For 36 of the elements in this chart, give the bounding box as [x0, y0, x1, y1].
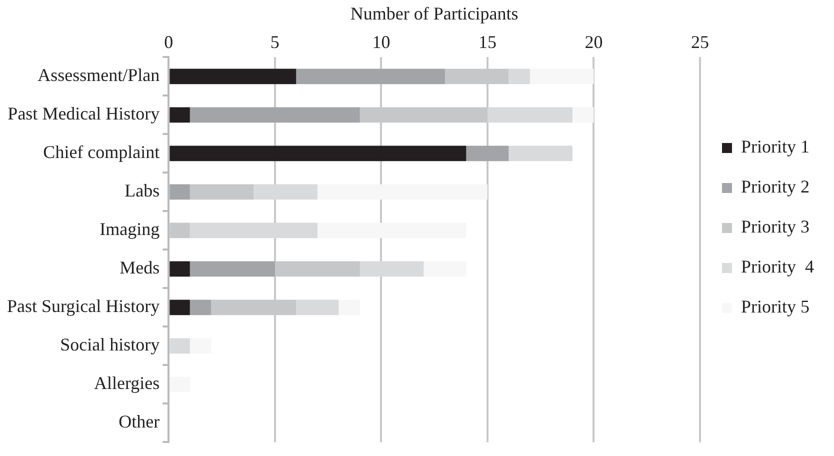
bar — [190, 261, 275, 277]
y-tick-label: Imaging — [100, 219, 160, 240]
legend-label: Priority 4 — [741, 256, 814, 277]
y-tick-label: Past Medical History — [8, 104, 160, 124]
y-tick-label: Meds — [120, 258, 160, 278]
x-tick-label: 25 — [691, 32, 709, 52]
y-tick-label: Past Surgical History — [6, 296, 160, 316]
bar — [508, 146, 572, 162]
bar — [190, 184, 254, 200]
y-tick-label: Chief complaint — [43, 142, 160, 162]
legend-label: Priority 1 — [741, 136, 810, 157]
x-tick-label: 20 — [584, 32, 603, 52]
y-tick-label: Allergies — [94, 373, 160, 394]
legend-label: Priority 5 — [741, 296, 810, 317]
legend-label: Priority 3 — [741, 216, 810, 237]
x-tick-label: 0 — [164, 32, 174, 52]
bar — [170, 68, 296, 84]
bar — [296, 68, 445, 84]
legend-label: Priority 2 — [741, 176, 810, 197]
bar — [190, 107, 360, 123]
bar — [170, 300, 190, 316]
bar — [190, 300, 212, 316]
y-tick-label: Social history — [60, 334, 160, 355]
x-tick-label: 10 — [372, 32, 390, 52]
bar — [170, 222, 190, 238]
bar — [170, 146, 466, 162]
y-tick-label: Other — [118, 412, 160, 432]
bar — [170, 184, 190, 200]
bar — [466, 146, 509, 162]
y-tick-label: Labs — [124, 180, 160, 201]
x-axis-title: Number of Participants — [350, 4, 518, 24]
y-tick-label: Assessment/Plan — [38, 65, 160, 86]
x-tick-label: 15 — [478, 32, 496, 52]
x-tick-label: 5 — [270, 32, 280, 52]
bar — [170, 261, 190, 277]
bar — [170, 107, 190, 123]
